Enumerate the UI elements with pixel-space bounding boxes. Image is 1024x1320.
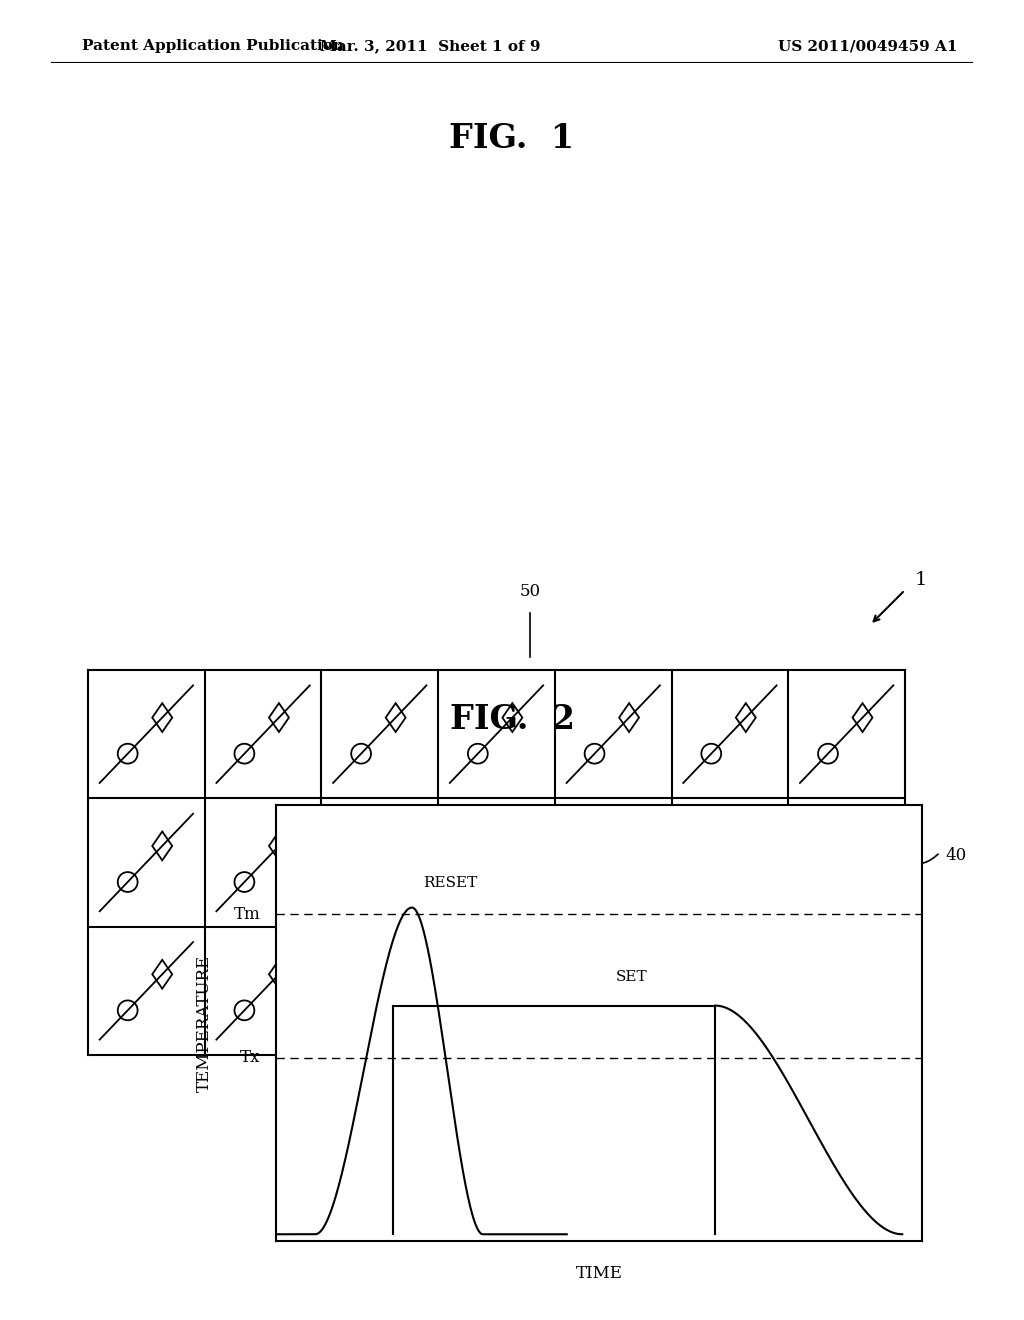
Text: Tx: Tx xyxy=(240,1049,260,1067)
Circle shape xyxy=(585,743,604,763)
Text: FIG.  1: FIG. 1 xyxy=(450,121,574,154)
Circle shape xyxy=(118,873,137,892)
Text: 40: 40 xyxy=(945,846,967,863)
Text: TIME: TIME xyxy=(575,1266,623,1282)
Polygon shape xyxy=(503,832,522,861)
Polygon shape xyxy=(153,704,172,733)
Polygon shape xyxy=(386,704,406,733)
Text: TEMPERATURE: TEMPERATURE xyxy=(197,954,213,1092)
Text: Tm: Tm xyxy=(233,906,260,923)
Circle shape xyxy=(585,873,604,892)
Text: US 2011/0049459 A1: US 2011/0049459 A1 xyxy=(778,40,957,53)
Circle shape xyxy=(818,1001,838,1020)
Circle shape xyxy=(351,873,371,892)
Polygon shape xyxy=(736,832,756,861)
Text: 30: 30 xyxy=(502,1105,523,1122)
Polygon shape xyxy=(620,960,639,989)
Circle shape xyxy=(234,873,254,892)
Polygon shape xyxy=(736,704,756,733)
Circle shape xyxy=(234,1001,254,1020)
Text: Patent Application Publication: Patent Application Publication xyxy=(82,40,344,53)
Circle shape xyxy=(701,743,721,763)
Circle shape xyxy=(585,1001,604,1020)
Text: SET: SET xyxy=(615,970,647,983)
Polygon shape xyxy=(153,960,172,989)
Polygon shape xyxy=(620,704,639,733)
Polygon shape xyxy=(736,960,756,989)
Polygon shape xyxy=(386,960,406,989)
Polygon shape xyxy=(269,832,289,861)
Circle shape xyxy=(701,1001,721,1020)
Text: RESET: RESET xyxy=(424,876,478,890)
Polygon shape xyxy=(503,704,522,733)
Polygon shape xyxy=(853,704,872,733)
Circle shape xyxy=(468,873,487,892)
Circle shape xyxy=(118,743,137,763)
Polygon shape xyxy=(503,960,522,989)
Text: 1: 1 xyxy=(915,572,928,589)
Circle shape xyxy=(234,743,254,763)
Circle shape xyxy=(701,873,721,892)
Polygon shape xyxy=(853,832,872,861)
Polygon shape xyxy=(620,832,639,861)
Text: Mar. 3, 2011  Sheet 1 of 9: Mar. 3, 2011 Sheet 1 of 9 xyxy=(319,40,541,53)
Polygon shape xyxy=(386,832,406,861)
Text: FIG.  2: FIG. 2 xyxy=(450,702,574,737)
Circle shape xyxy=(818,873,838,892)
Circle shape xyxy=(351,1001,371,1020)
Text: 20: 20 xyxy=(467,1105,488,1122)
Circle shape xyxy=(118,1001,137,1020)
Circle shape xyxy=(351,743,371,763)
Polygon shape xyxy=(269,704,289,733)
Polygon shape xyxy=(853,960,872,989)
Text: 10: 10 xyxy=(484,1140,506,1158)
Polygon shape xyxy=(269,960,289,989)
Circle shape xyxy=(818,743,838,763)
Text: 50: 50 xyxy=(519,583,541,601)
Circle shape xyxy=(468,743,487,763)
Polygon shape xyxy=(153,832,172,861)
Circle shape xyxy=(468,1001,487,1020)
